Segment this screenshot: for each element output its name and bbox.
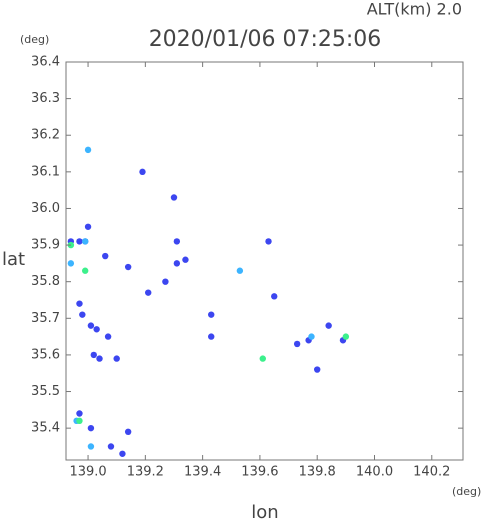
echo bbox=[145, 289, 152, 296]
echoes bbox=[67, 146, 350, 457]
echo bbox=[314, 366, 321, 373]
x-tick-label: 139.4 bbox=[184, 465, 221, 480]
echo bbox=[87, 424, 95, 432]
echo bbox=[259, 355, 266, 362]
echo bbox=[170, 194, 178, 201]
echo bbox=[236, 267, 244, 274]
echo bbox=[81, 238, 89, 245]
y-unit: (deg) bbox=[20, 33, 49, 46]
echo bbox=[76, 410, 83, 417]
echo bbox=[162, 278, 169, 285]
y-tick-label: 35.4 bbox=[31, 421, 60, 436]
y-tick-label: 36.0 bbox=[31, 201, 60, 216]
echo bbox=[208, 333, 215, 340]
y-tick-label: 35.7 bbox=[31, 311, 60, 326]
x-tick-label: 140.2 bbox=[413, 465, 450, 480]
y-tick-label: 35.9 bbox=[31, 238, 60, 253]
echo bbox=[208, 311, 215, 318]
echo bbox=[173, 238, 181, 245]
x-unit: (deg) bbox=[452, 485, 481, 498]
echo bbox=[81, 267, 89, 274]
echo bbox=[308, 333, 315, 340]
echo bbox=[90, 351, 97, 359]
echo bbox=[265, 238, 272, 245]
chart-title: 2020/01/06 07:25:06 bbox=[149, 27, 382, 52]
echo bbox=[84, 223, 92, 230]
echo bbox=[76, 300, 83, 307]
x-tick-label: 139.2 bbox=[127, 465, 164, 480]
echo bbox=[102, 252, 109, 260]
echo bbox=[342, 333, 350, 340]
x-tick-label: 139.0 bbox=[69, 465, 106, 480]
x-tick-label: 140.0 bbox=[356, 465, 393, 480]
echo bbox=[87, 443, 95, 450]
y-tick-label: 36.4 bbox=[31, 55, 60, 70]
x-tick-label: 139.6 bbox=[241, 465, 278, 480]
echo bbox=[293, 340, 301, 348]
y-tick-label: 36.1 bbox=[31, 164, 60, 179]
echo bbox=[124, 428, 132, 436]
y-tick-label: 36.2 bbox=[31, 128, 60, 143]
y-tick-label: 35.8 bbox=[31, 274, 60, 289]
echo bbox=[173, 260, 181, 267]
echo bbox=[84, 146, 92, 154]
echo bbox=[124, 263, 132, 271]
echo bbox=[113, 355, 120, 362]
x-tick-label: 139.8 bbox=[299, 465, 336, 480]
y-tick-label: 36.3 bbox=[31, 91, 60, 106]
echo bbox=[93, 326, 100, 333]
echo bbox=[119, 450, 126, 457]
plot-frame bbox=[65, 61, 464, 461]
echo bbox=[87, 322, 95, 329]
echo bbox=[76, 238, 83, 245]
echo bbox=[79, 311, 86, 318]
x-axis-label: lon bbox=[251, 502, 278, 521]
echo bbox=[182, 256, 189, 263]
echo bbox=[107, 443, 115, 450]
echo bbox=[104, 333, 112, 340]
y-tick-label: 35.5 bbox=[31, 384, 60, 399]
echo bbox=[96, 355, 103, 362]
y-axis-label: lat bbox=[2, 249, 25, 270]
echo bbox=[67, 260, 75, 267]
echo bbox=[271, 293, 278, 300]
altitude: ALT(km) 2.0 bbox=[367, 0, 462, 19]
echo bbox=[139, 168, 146, 176]
echo bbox=[76, 417, 83, 425]
echo bbox=[325, 322, 332, 329]
y-tick-label: 35.6 bbox=[31, 347, 60, 362]
